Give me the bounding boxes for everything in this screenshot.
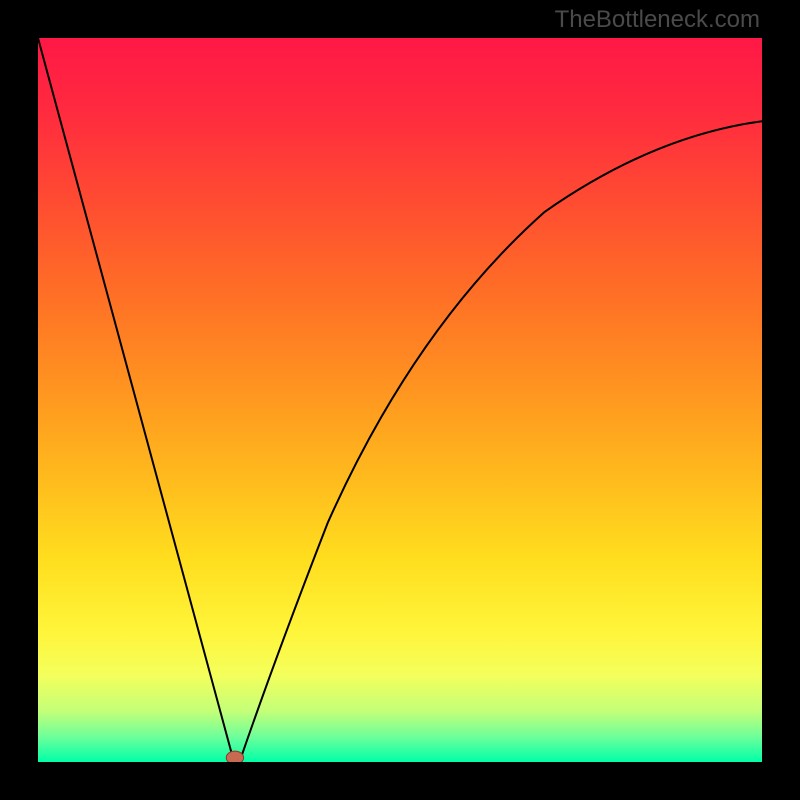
plot-area bbox=[38, 38, 762, 762]
bottleneck-marker bbox=[226, 751, 243, 762]
gradient-background bbox=[38, 38, 762, 762]
chart-frame: TheBottleneck.com bbox=[0, 0, 800, 800]
watermark-text: TheBottleneck.com bbox=[555, 6, 760, 34]
bottleneck-curve-chart bbox=[38, 38, 762, 762]
